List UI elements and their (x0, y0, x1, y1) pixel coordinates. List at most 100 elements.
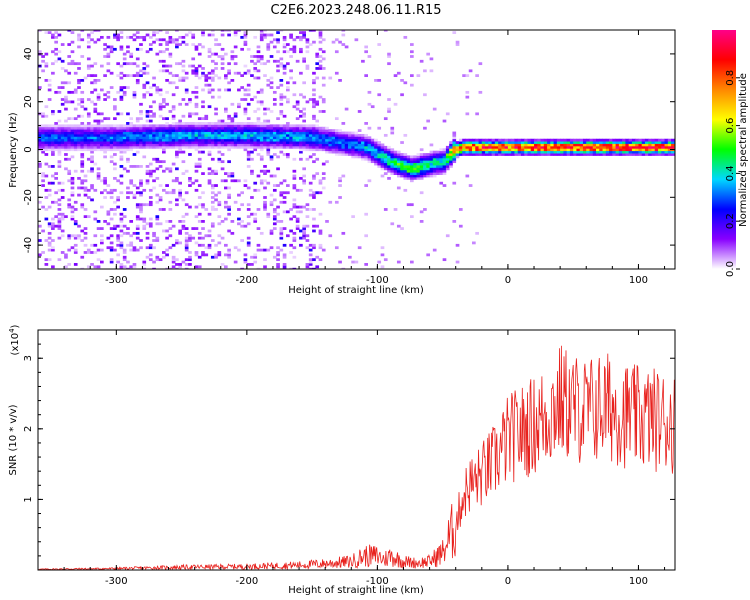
spectrogram-cell (152, 40, 156, 44)
spectrogram-cell (135, 31, 140, 34)
spectrogram-cell (207, 133, 212, 137)
spectrogram-cell (86, 112, 91, 116)
spectrogram-cell (410, 55, 414, 58)
spectrogram-cell (383, 165, 388, 168)
spectrogram-cell (93, 210, 98, 214)
spectrogram-cell (227, 148, 231, 152)
spectrogram-cell (292, 186, 297, 190)
spectrogram-cell (413, 172, 417, 175)
spectrogram-cell (175, 150, 179, 154)
spectrogram-cell (51, 71, 55, 75)
spectrogram-cell (165, 191, 169, 195)
spectrogram-cell (126, 141, 130, 144)
spectrogram-cell (139, 203, 143, 207)
spectrogram-cell (452, 138, 457, 142)
spectrogram-cell (158, 131, 163, 135)
spectrogram-cell (312, 148, 316, 152)
spectrogram-cell (96, 148, 101, 152)
spectrogram-cell (217, 160, 222, 164)
spectrogram-cell (299, 229, 303, 233)
spectrogram-cell (547, 145, 551, 149)
spectrogram-cell (400, 167, 404, 171)
spectrogram-cell (338, 176, 342, 180)
spectrogram-cell (57, 220, 62, 223)
spectrogram-cell (370, 150, 375, 154)
spectrogram-cell (64, 265, 68, 269)
spectrogram-cell (67, 55, 72, 58)
spectrogram-cell (282, 191, 287, 195)
spectrogram-cell (442, 165, 447, 168)
spectrogram-cell (364, 122, 368, 125)
spectrogram-cell (282, 243, 287, 247)
spectrogram-cell (351, 215, 355, 219)
spectrogram-cell (224, 124, 228, 128)
spectrogram-cell (331, 133, 336, 137)
spectrogram-cell (380, 253, 385, 257)
spectrogram-cell (344, 136, 349, 140)
spectrogram-cell (348, 141, 352, 144)
spectrogram-cell (103, 55, 107, 58)
spectrogram-cell (139, 181, 143, 185)
spectrogram-cell (171, 93, 176, 97)
spectrogram-cell (547, 148, 551, 152)
spectrogram-cell (145, 71, 150, 75)
spectrogram-cell (113, 98, 117, 101)
spectrogram-cell (458, 143, 463, 147)
spectrogram-cell (445, 145, 450, 149)
spectrogram-cell (207, 141, 212, 144)
spectrogram-cell (51, 133, 55, 137)
spectrogram-cell (122, 258, 127, 262)
spectrogram-cell (113, 248, 117, 252)
spectrogram-cell (282, 263, 287, 266)
spectrogram-cell (341, 150, 346, 154)
spectrogram-cell (295, 136, 300, 140)
spectrogram-cell (86, 122, 91, 125)
spectrogram-cell (188, 176, 192, 180)
spectrogram-cell (664, 138, 669, 142)
spectrogram-cell (543, 150, 548, 154)
spectrogram-cell (520, 150, 525, 154)
spectrogram-cell (292, 143, 297, 147)
spectrogram-cell (286, 143, 290, 147)
spectrogram-cell (204, 76, 209, 80)
spectrogram-cell (188, 98, 192, 101)
spectrogram-cell (191, 64, 196, 68)
spectrogram-cell (145, 126, 150, 130)
spectrogram-cell (188, 145, 192, 149)
spectrogram-cell (175, 179, 179, 183)
spectrogram-cell (436, 169, 440, 173)
spectrogram-cell (122, 93, 127, 97)
spectrogram-cell (47, 241, 52, 245)
spectrogram-cell (592, 145, 597, 149)
spectrogram-cell (400, 160, 404, 164)
spectrogram-cell (452, 145, 457, 149)
spectrogram-cell (259, 133, 264, 137)
spectrogram-cell (155, 217, 160, 221)
spectrogram-cell (155, 129, 160, 132)
spectrogram-cell (286, 88, 290, 92)
spectrogram-cell (201, 133, 205, 137)
spectrogram-cell (364, 148, 368, 152)
spectrogram-cell (259, 169, 264, 173)
spectrogram-cell (158, 43, 163, 46)
spectrogram-cell (348, 148, 352, 152)
spectrogram-cell (116, 112, 120, 116)
spectrogram-cell (279, 191, 284, 195)
spectrogram-cell (403, 167, 408, 171)
spectrogram-cell (452, 150, 457, 154)
spectrogram-cell (152, 267, 156, 269)
spectrogram-cell (93, 145, 98, 149)
spectrogram-cell (625, 143, 630, 147)
spectrogram-cell (432, 165, 437, 168)
spectrogram-cell (148, 119, 153, 123)
spectrogram-cell (553, 138, 558, 142)
spectrogram-cell (227, 143, 231, 147)
spectrogram-cell (230, 119, 235, 123)
spectrogram-cell (103, 179, 107, 183)
spectrogram-cell (158, 69, 163, 73)
spectrogram-cell (145, 138, 150, 142)
spectrogram-cell (197, 122, 202, 125)
spectrogram-cell (184, 133, 189, 137)
spectrogram-cell (90, 148, 94, 152)
spectrogram-cell (243, 138, 248, 142)
